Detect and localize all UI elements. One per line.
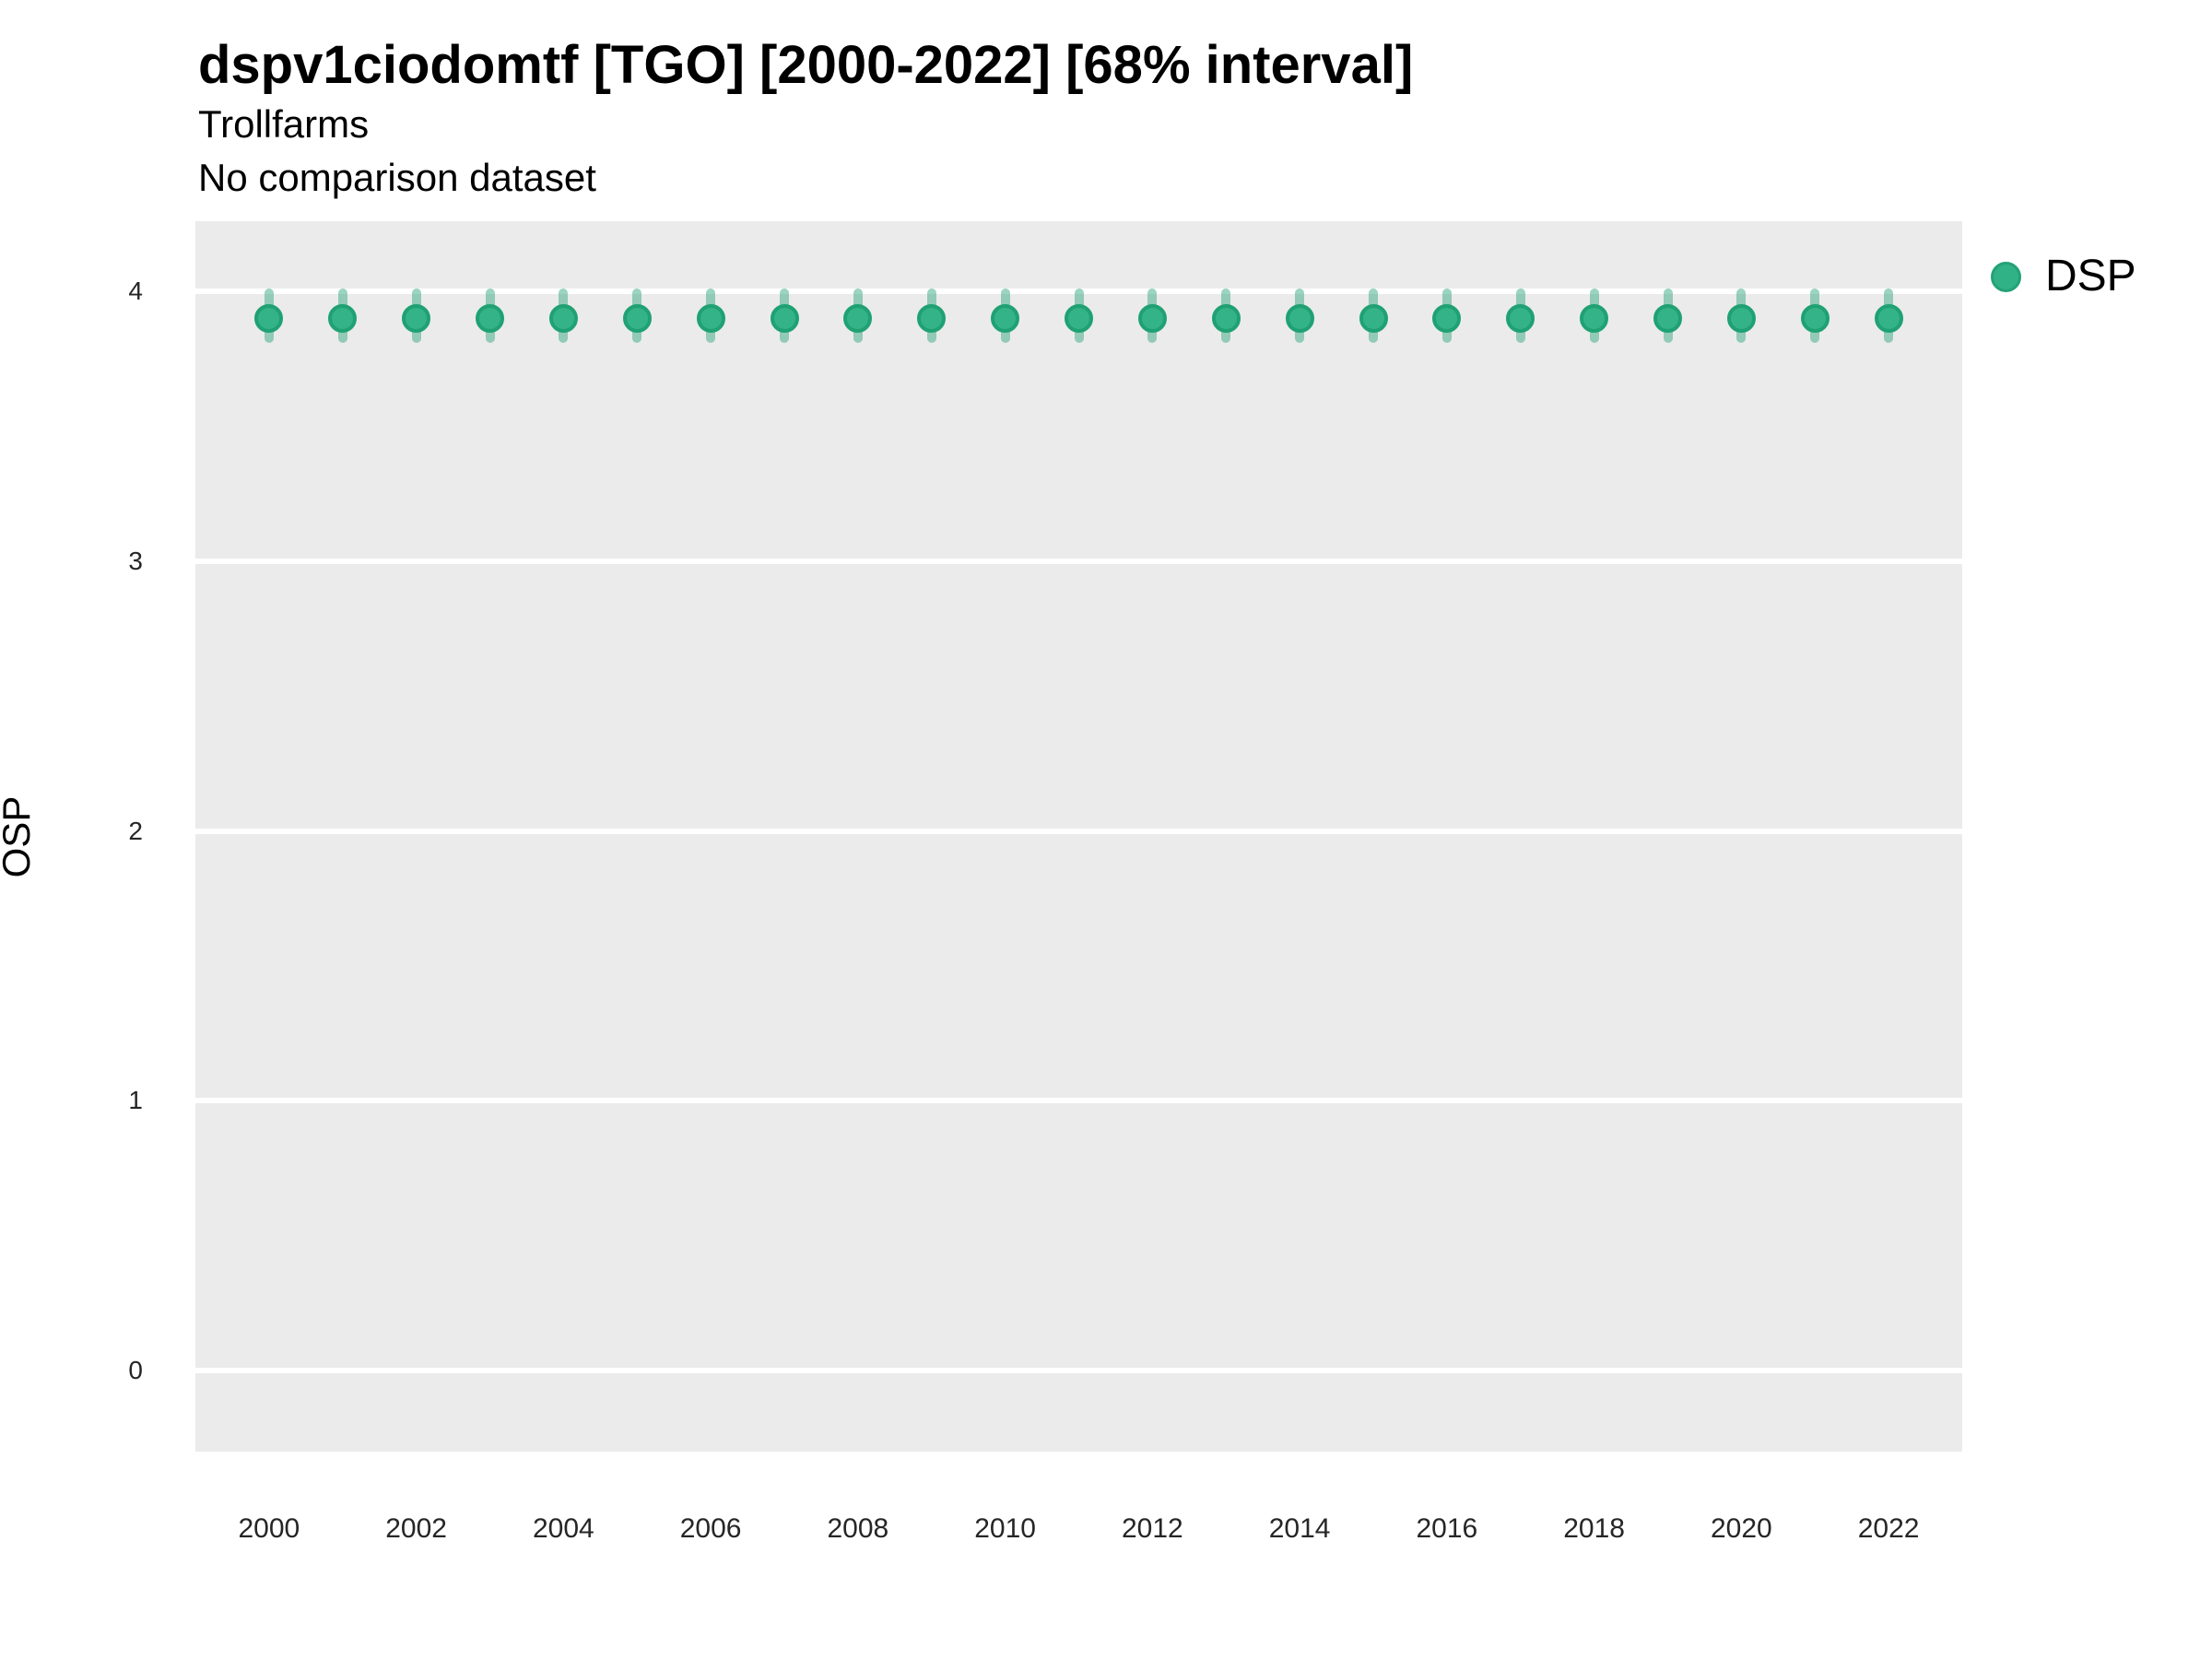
y-gridline	[195, 1368, 1962, 1374]
chart-subtitle: Trollfarms	[198, 102, 370, 146]
legend: DSP	[1991, 249, 2136, 304]
x-tick-label: 2014	[1268, 1513, 1331, 1544]
legend-label: DSP	[2045, 252, 2136, 300]
x-tick-label: 2000	[238, 1513, 300, 1544]
y-tick-label: 0	[128, 1356, 143, 1385]
x-tick-label: 2016	[1416, 1513, 1478, 1544]
y-gridline	[195, 288, 1962, 295]
y-gridline	[195, 1098, 1962, 1104]
y-tick-label: 4	[128, 276, 143, 306]
x-tick-label: 2006	[679, 1513, 742, 1544]
x-tick-label: 2012	[1122, 1513, 1183, 1544]
y-axis-title: OSP	[0, 795, 38, 878]
y-tick-label: 2	[128, 816, 143, 845]
x-tick-label: 2008	[827, 1513, 889, 1544]
y-gridline	[195, 558, 1962, 564]
x-tick-label: 2002	[385, 1513, 447, 1544]
x-tick-label: 2022	[1857, 1513, 1920, 1544]
x-tick-label: 2004	[533, 1513, 594, 1544]
y-tick-label: 3	[128, 546, 143, 575]
y-tick-label: 1	[128, 1086, 143, 1115]
y-gridline	[195, 828, 1962, 834]
plot-panel	[195, 221, 1962, 1452]
legend-dot-icon	[1991, 261, 2021, 292]
x-tick-label: 2018	[1563, 1513, 1625, 1544]
x-tick-label: 2010	[974, 1513, 1036, 1544]
x-tick-label: 2020	[1711, 1513, 1772, 1544]
chart-title: dspv1ciodomtf [TGO] [2000-2022] [68% int…	[198, 35, 1414, 95]
chart-note: No comparison dataset	[198, 156, 596, 199]
